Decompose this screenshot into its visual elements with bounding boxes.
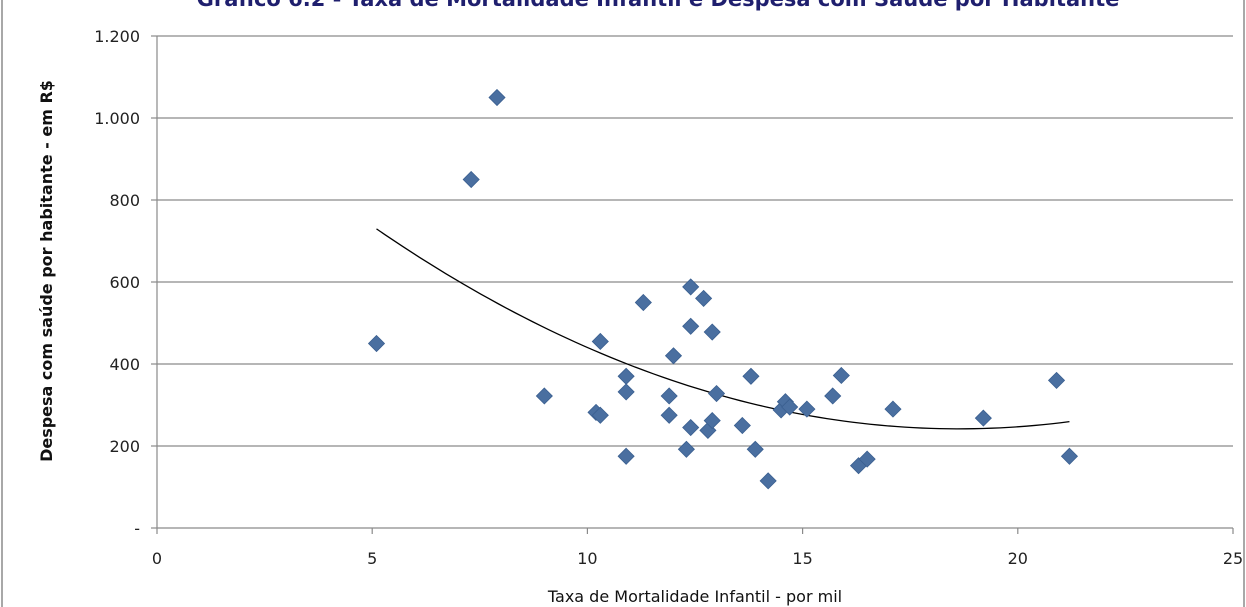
data-point <box>884 400 902 418</box>
data-point <box>733 416 751 435</box>
data-point <box>759 472 777 490</box>
data-point <box>1060 447 1079 465</box>
y-tick-label: 200 <box>109 437 140 456</box>
data-point <box>664 347 683 365</box>
data-point <box>798 400 816 418</box>
y-tick-label: 400 <box>109 355 140 374</box>
data-point <box>488 88 506 107</box>
data-point <box>682 418 700 437</box>
data-point <box>781 398 799 416</box>
gridlines <box>157 35 1233 447</box>
y-tick-label: 1.200 <box>94 27 140 46</box>
data-point <box>462 170 480 189</box>
data-point <box>858 450 876 468</box>
data-point <box>695 289 713 307</box>
y-axis-title: Despesa com saúde por habitante - em R$ <box>37 80 56 462</box>
y-tick-label: - <box>134 519 140 538</box>
data-point <box>634 293 652 312</box>
data-point <box>535 387 553 405</box>
y-tick-labels: - 200 400 600 800 1.000 1.200 <box>94 27 140 538</box>
data-point <box>746 440 764 458</box>
data-point <box>617 383 635 401</box>
y-tick-label: 1.000 <box>94 109 140 128</box>
data-point <box>824 387 842 405</box>
trendline <box>376 228 1070 430</box>
data-point <box>703 412 721 430</box>
data-point <box>660 387 678 405</box>
data-point <box>591 406 609 424</box>
data-point <box>703 323 721 341</box>
data-point <box>974 409 992 427</box>
data-point <box>1047 371 1066 389</box>
x-tick-label: 10 <box>577 549 597 568</box>
x-tick-label: 0 <box>152 549 162 568</box>
y-tick-label: 600 <box>109 273 140 292</box>
data-points <box>367 88 1079 490</box>
x-tick-label: 15 <box>792 549 812 568</box>
data-point <box>742 367 760 385</box>
data-point <box>677 440 695 458</box>
data-point <box>832 366 850 385</box>
data-point <box>682 317 700 335</box>
x-tick-label: 25 <box>1223 549 1243 568</box>
x-axis-title: Taxa de Mortalidade Infantil - por mil <box>547 587 842 606</box>
chart-title: Gráfico 6.2 - Taxa de Mortalidade Infant… <box>197 0 1120 11</box>
axes <box>151 35 1234 534</box>
data-point <box>682 278 700 296</box>
data-point <box>660 406 678 424</box>
data-point <box>707 384 726 403</box>
x-tick-label: 20 <box>1008 549 1028 568</box>
x-tick-labels: 0 5 10 15 20 25 <box>152 549 1243 568</box>
y-tick-label: 800 <box>109 191 140 210</box>
data-point <box>591 332 609 351</box>
data-point <box>367 334 386 353</box>
x-tick-label: 5 <box>367 549 377 568</box>
data-point <box>617 447 635 465</box>
